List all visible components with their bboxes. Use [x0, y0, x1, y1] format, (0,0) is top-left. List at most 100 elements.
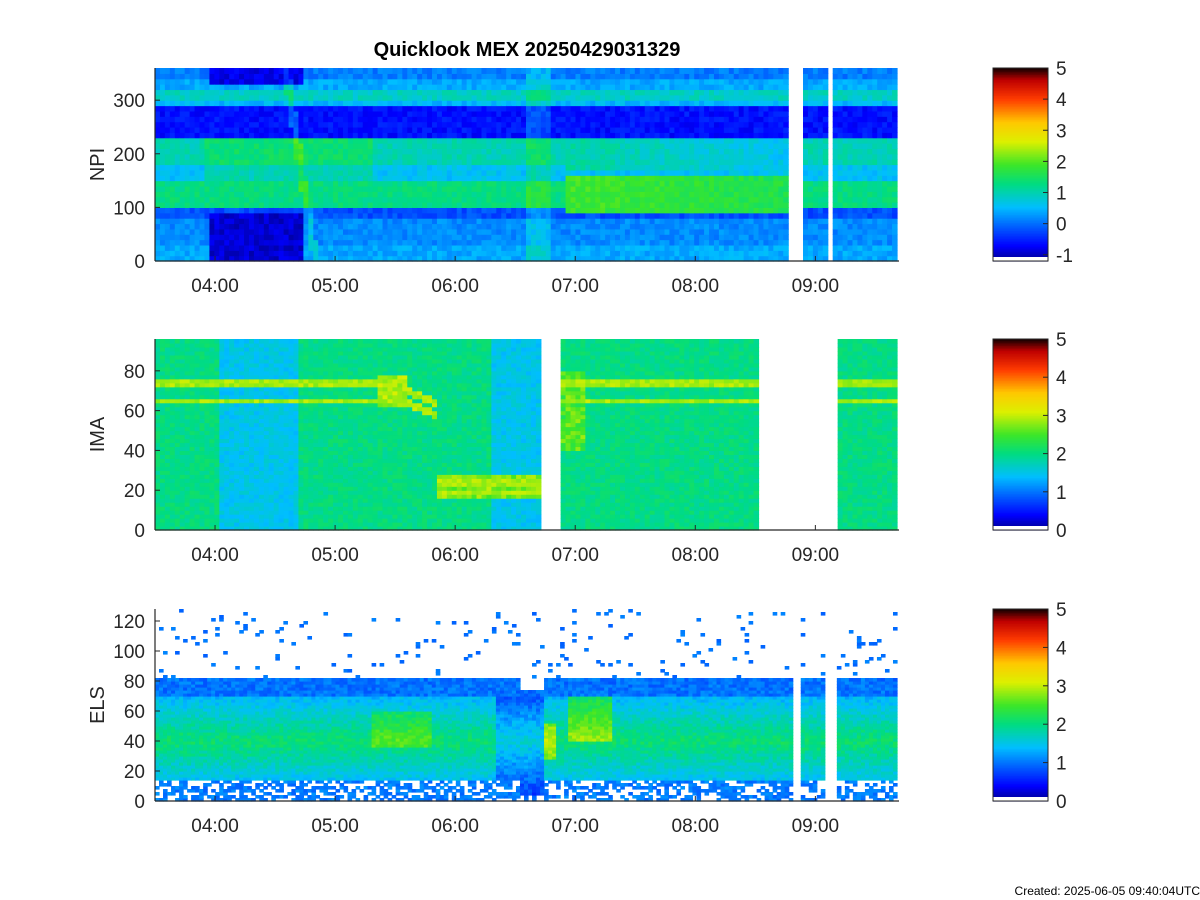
spectrogram-cell: [288, 148, 295, 155]
spectrogram-cell: [847, 202, 854, 208]
spectrogram-cell: [763, 84, 769, 91]
spectrogram-cell: [446, 202, 453, 208]
spectrogram-cell: [268, 239, 275, 246]
spectrogram-cell: [768, 180, 774, 187]
spectrogram-cell: [526, 78, 532, 85]
spectrogram-cell: [530, 143, 537, 150]
spectrogram-cell: [709, 223, 715, 230]
spectrogram-cell: [303, 185, 309, 192]
spectrogram-cell: [199, 255, 206, 262]
spectrogram-cell: [456, 234, 463, 241]
spectrogram-cell: [832, 68, 839, 74]
spectrogram-cell: [684, 126, 690, 133]
spectrogram-cell: [234, 223, 240, 230]
spectrogram-cell: [837, 223, 844, 230]
spectrogram-cell: [338, 196, 344, 203]
spectrogram-cell: [857, 164, 863, 171]
spectrogram-cell: [590, 228, 596, 235]
spectrogram-cell: [318, 105, 324, 112]
spectrogram-cell: [585, 250, 591, 257]
spectrogram-cell: [659, 148, 666, 155]
spectrogram-cell: [486, 218, 492, 225]
spectrogram-cell: [511, 73, 517, 80]
spectrogram-cell: [333, 153, 339, 160]
spectrogram-cell: [432, 121, 438, 128]
spectrogram-cell: [298, 73, 304, 80]
spectrogram-cell: [263, 100, 270, 107]
spectrogram-cell: [847, 116, 854, 123]
spectrogram-cell: [174, 218, 181, 225]
spectrogram-cell: [293, 137, 300, 144]
spectrogram-cell: [535, 148, 542, 155]
spectrogram-cell: [738, 143, 745, 150]
spectrogram-cell: [575, 234, 582, 241]
spectrogram-cell: [832, 239, 839, 246]
spectrogram-cell: [699, 207, 705, 214]
spectrogram-cell: [204, 148, 211, 155]
spectrogram-cell: [476, 239, 483, 246]
spectrogram-cell: [239, 73, 245, 80]
spectrogram-cell: [288, 239, 295, 246]
spectrogram-cell: [169, 234, 176, 241]
spectrogram-cell: [743, 126, 750, 133]
spectrogram-cell: [778, 185, 784, 192]
spectrogram-cell: [392, 191, 398, 198]
spectrogram-cell: [313, 223, 319, 230]
spectrogram-cell: [219, 180, 225, 187]
spectrogram-cell: [293, 191, 300, 198]
spectrogram-cell: [773, 250, 779, 257]
spectrogram-cell: [427, 100, 433, 107]
spectrogram-cell: [288, 105, 295, 112]
spectrogram-cell: [422, 228, 428, 235]
spectrogram-cell: [239, 191, 245, 198]
spectrogram-cell: [352, 159, 359, 166]
spectrogram-cell: [417, 84, 423, 91]
spectrogram-cell: [199, 137, 206, 144]
spectrogram-cell: [367, 94, 374, 101]
spectrogram-cell: [441, 169, 448, 176]
spectrogram-cell: [521, 212, 527, 219]
spectrogram-cell: [664, 73, 671, 80]
spectrogram-cell: [629, 137, 636, 144]
spectrogram-cell: [476, 153, 483, 160]
spectrogram-cell: [436, 250, 443, 257]
spectrogram-cell: [417, 73, 423, 80]
spectrogram-cell: [273, 137, 280, 144]
spectrogram-cell: [263, 116, 270, 123]
spectrogram-cell: [318, 68, 324, 74]
spectrogram-cell: [570, 255, 577, 262]
spectrogram-cell: [595, 137, 601, 144]
spectrogram-cell: [723, 110, 730, 117]
spectrogram-cell: [219, 159, 225, 166]
spectrogram-cell: [441, 132, 448, 139]
spectrogram-cell: [347, 244, 354, 251]
spectrogram-cell: [412, 100, 418, 107]
spectrogram-cell: [357, 207, 364, 214]
spectrogram-cell: [738, 228, 745, 235]
spectrogram-cell: [387, 159, 394, 166]
spectrogram-cell: [397, 78, 403, 85]
spectrogram-cell: [738, 212, 745, 219]
spectrogram-cell: [367, 121, 374, 128]
spectrogram-cell: [511, 116, 517, 123]
spectrogram-cell: [214, 73, 220, 80]
spectrogram-cell: [679, 78, 685, 85]
spectrogram-cell: [540, 212, 547, 219]
spectrogram-cell: [812, 148, 819, 155]
spectrogram-cell: [857, 159, 863, 166]
spectrogram-cell: [412, 148, 418, 155]
spectrogram-cell: [550, 228, 557, 235]
spectrogram-cell: [313, 191, 319, 198]
spectrogram-cell: [624, 121, 631, 128]
spectrogram-cell: [832, 169, 839, 176]
spectrogram-cell: [540, 244, 547, 251]
spectrogram-cell: [323, 78, 329, 85]
spectrogram-cell: [694, 159, 700, 166]
spectrogram-cell: [694, 132, 700, 139]
spectrogram-cell: [427, 84, 433, 91]
spectrogram-cell: [342, 126, 349, 133]
spectrogram-cell: [333, 159, 339, 166]
spectrogram-cell: [595, 143, 601, 150]
spectrogram-cell: [209, 164, 215, 171]
spectrogram-cell: [303, 180, 309, 187]
